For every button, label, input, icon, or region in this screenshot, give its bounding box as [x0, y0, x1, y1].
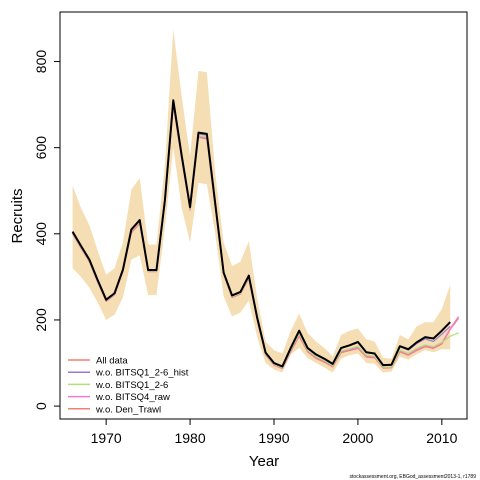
- x-tick-label: 1980: [174, 430, 205, 446]
- x-tick-label: 2010: [426, 430, 457, 446]
- y-axis-title: Recruits: [9, 188, 26, 243]
- legend-entry: All data: [96, 356, 128, 367]
- x-tick-label: 2000: [342, 430, 373, 446]
- y-tick-label: 800: [33, 50, 49, 74]
- x-tick-label: 1990: [258, 430, 289, 446]
- x-axis: 1970 1980 1990 2000 2010: [91, 419, 458, 446]
- y-tick-label: 600: [33, 136, 49, 160]
- series-line-0: [71, 99, 451, 368]
- legend-entry: w.o. BITSQ1_2-6: [95, 380, 168, 391]
- legend-entry: w.o. BITSQ1_2-6_hist: [95, 368, 189, 379]
- series-lines: [71, 99, 460, 370]
- x-tick-label: 1970: [91, 430, 122, 446]
- confidence-band: [72, 29, 451, 373]
- plot-frame: [59, 11, 468, 420]
- y-tick-label: 0: [33, 402, 49, 410]
- legend-entry: w.o. BITSQ4_raw: [95, 392, 170, 403]
- legend-entry: w.o. Den_Trawl: [95, 404, 161, 415]
- y-axis: 0 200 400 600 800: [33, 50, 60, 410]
- confidence-band-area: [72, 29, 451, 373]
- x-axis-title: Year: [249, 453, 279, 470]
- footnote: stockassessment.org, EBGod_assessment201…: [350, 474, 477, 480]
- y-tick-label: 400: [33, 222, 49, 246]
- y-tick-label: 200: [33, 308, 49, 332]
